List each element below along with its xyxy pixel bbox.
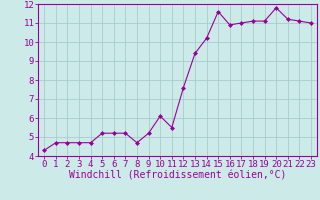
X-axis label: Windchill (Refroidissement éolien,°C): Windchill (Refroidissement éolien,°C) (69, 171, 286, 181)
